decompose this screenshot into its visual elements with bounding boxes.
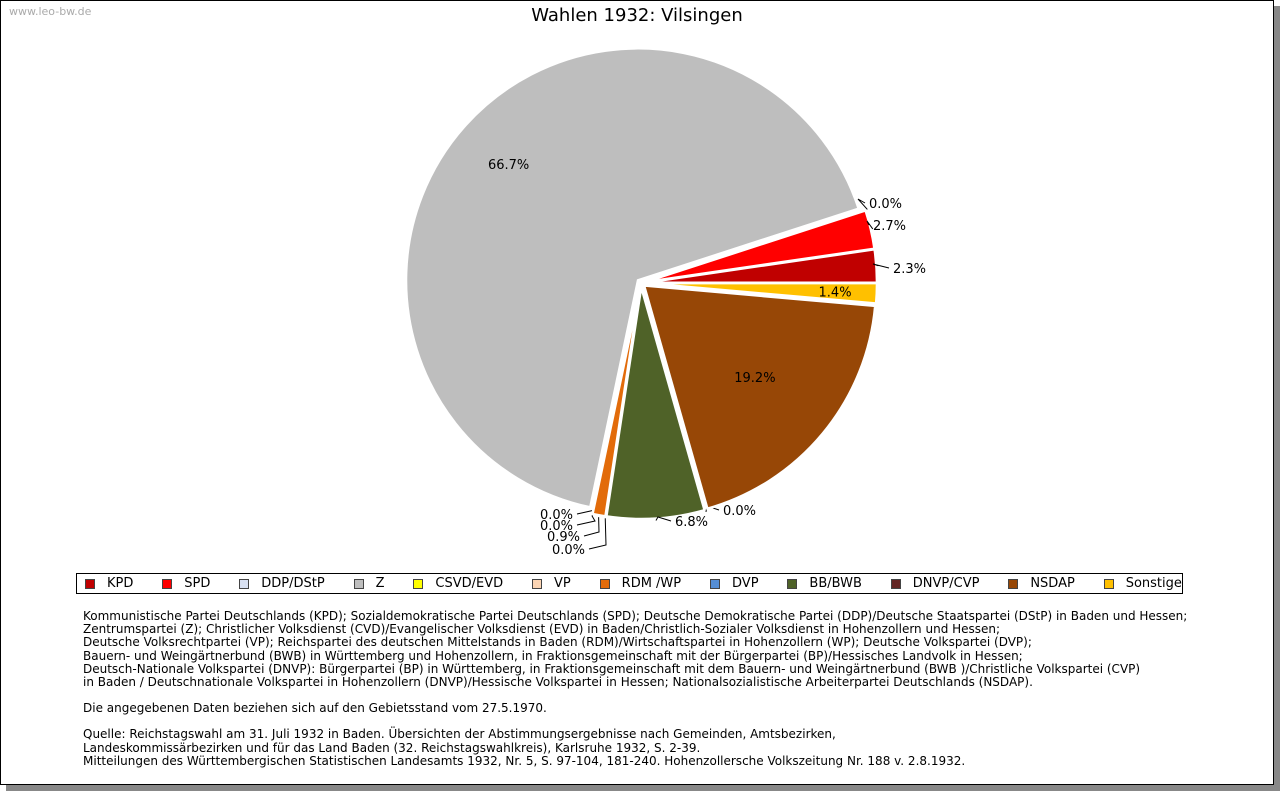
legend-swatch — [890, 578, 901, 589]
legend-swatch — [599, 578, 610, 589]
pie-slice-z — [404, 47, 861, 509]
legend-label: DVP — [732, 576, 759, 591]
leader-line — [872, 263, 890, 269]
legend-label: DDP/DStP — [261, 576, 325, 591]
legend-swatch — [1008, 578, 1019, 589]
legend-swatch — [239, 578, 250, 589]
data-label: 6.8% — [675, 515, 708, 530]
legend-item: RDM /WP — [599, 576, 682, 591]
legend-item: CSVD/EVD — [413, 576, 503, 591]
leader-line — [576, 515, 596, 526]
legend-label: Sonstige — [1125, 576, 1182, 591]
legend-label: Z — [375, 576, 385, 591]
legend-swatch — [532, 578, 543, 589]
notes: Kommunistische Partei Deutschlands (KPD)… — [83, 609, 1233, 781]
data-label: 0.0% — [869, 197, 902, 212]
note-line: in Baden / Deutschnationale Volkspartei … — [83, 675, 1033, 690]
leader-line — [866, 220, 874, 230]
leader-line — [588, 518, 607, 550]
data-label: 0.0% — [540, 519, 573, 534]
legend-swatch — [85, 578, 95, 589]
legend: KPD SPD DDP/DStP Z CSVD/EVD VP RDM /WP DVP BB/BW… — [76, 573, 1183, 594]
legend-label: VP — [554, 576, 571, 591]
note-line: Zentrumspartei (Z); Christlicher Volksdi… — [83, 622, 1001, 637]
note-line: Kommunistische Partei Deutschlands (KPD)… — [83, 609, 1188, 623]
note-line: Bauern- und Weingärtnerbund (BWB) in Wür… — [83, 648, 1023, 663]
legend-item: Sonstige — [1103, 576, 1182, 591]
note-line: Deutsche Volksrechtpartei (VP); Reichspa… — [83, 635, 1032, 650]
data-label: 19.2% — [734, 371, 775, 386]
pie-slice-nsdap — [642, 284, 877, 511]
legend-item: DNVP/CVP — [890, 576, 980, 591]
data-label: 0.9% — [547, 530, 580, 545]
legend-label: SPD — [184, 576, 211, 591]
legend-item: VP — [532, 576, 571, 591]
pie-slice-sonstige — [644, 281, 879, 305]
data-label: 0.0% — [723, 504, 756, 519]
note-line: Deutsch-Nationale Volkspartei (DNVP): Bü… — [83, 661, 1141, 676]
leader-line — [583, 517, 600, 537]
source-line: Mitteilungen des Württembergischen Stati… — [83, 753, 966, 768]
legend-label: BB/BWB — [809, 576, 862, 591]
source-line: Landeskommissärbezirken und für das Land… — [83, 740, 701, 755]
legend-item: SPD — [162, 576, 210, 591]
legend-label: RDM /WP — [621, 576, 682, 591]
legend-item: NSDAP — [1008, 576, 1075, 591]
legend-label: CSVD/EVD — [435, 576, 504, 591]
source-note: Quelle: Reichstagswahl am 31. Juli 1932 … — [83, 728, 1233, 768]
leader-line — [857, 198, 868, 210]
pie-chart: 2.3%2.7%0.0%66.7%0.0%0.0%0.9%0.0%6.8%0.0… — [404, 47, 926, 558]
legend-item: BB/BWB — [787, 576, 862, 591]
leader-line — [655, 516, 672, 522]
watermark: www.leo-bw.de — [9, 5, 92, 18]
legend-swatch — [413, 578, 424, 589]
data-label: 0.0% — [552, 543, 585, 558]
legend-item: KPD — [85, 576, 133, 591]
pie-slice-spd — [644, 208, 876, 284]
legend-swatch — [162, 578, 173, 589]
legend-swatch — [1103, 578, 1114, 589]
gebiet-note: Die angegebenen Daten beziehen sich auf … — [83, 701, 547, 716]
legend-label: NSDAP — [1030, 576, 1075, 591]
data-label: 2.3% — [893, 262, 926, 277]
legend-swatch — [787, 578, 798, 589]
legend-item: DDP/DStP — [239, 576, 325, 591]
chart-title: Wahlen 1932: Vilsingen — [531, 5, 743, 26]
source-line: Quelle: Reichstagswahl am 31. Juli 1932 … — [83, 727, 836, 742]
party-notes: Kommunistische Partei Deutschlands (KPD)… — [83, 609, 1233, 690]
data-label: 2.7% — [873, 219, 906, 234]
data-label: 66.7% — [488, 158, 529, 173]
legend-label: KPD — [107, 576, 134, 591]
legend-label: DNVP/CVP — [912, 576, 980, 591]
legend-item: Z — [353, 576, 385, 591]
pie-slice-bbbwb — [604, 286, 707, 521]
legend-swatch — [710, 578, 721, 589]
legend-swatch — [353, 578, 364, 589]
data-label: 1.4% — [819, 286, 852, 301]
data-label: 0.0% — [540, 508, 573, 523]
legend-item: DVP — [710, 576, 759, 591]
